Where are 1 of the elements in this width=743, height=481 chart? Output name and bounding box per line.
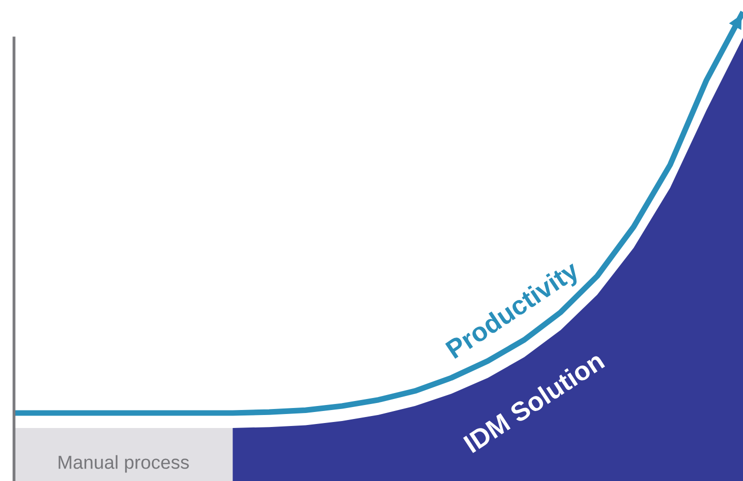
series-label: Manual process xyxy=(58,455,189,473)
